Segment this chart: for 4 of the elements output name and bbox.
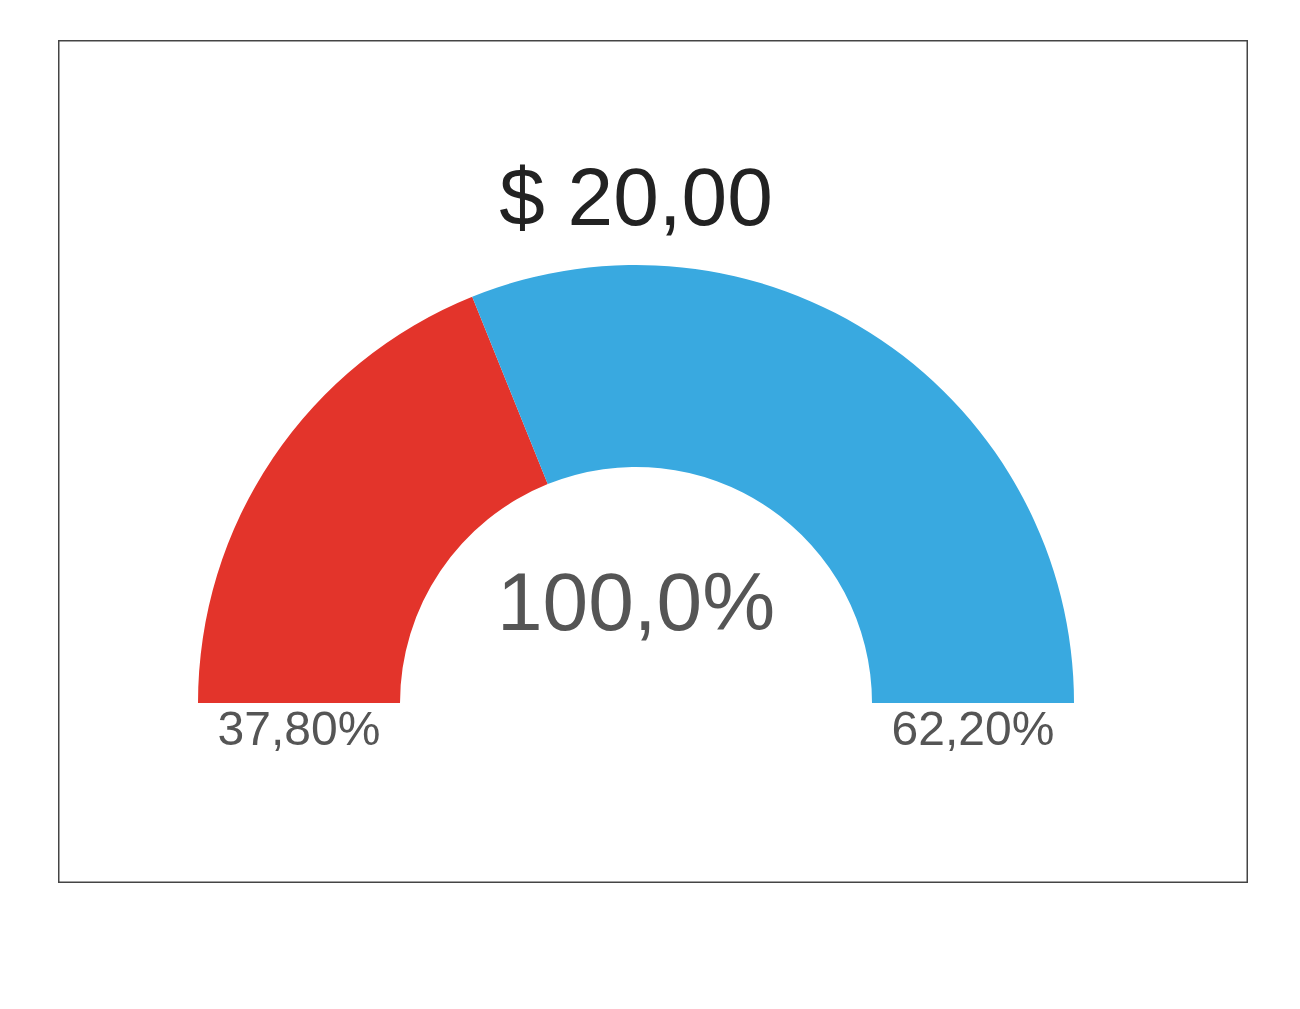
data-label: 37,80%: [217, 702, 381, 755]
chart-title: $ 20,00: [499, 151, 773, 242]
data-label: 62,20%: [891, 702, 1055, 755]
text: 100,0%: [496, 556, 776, 647]
